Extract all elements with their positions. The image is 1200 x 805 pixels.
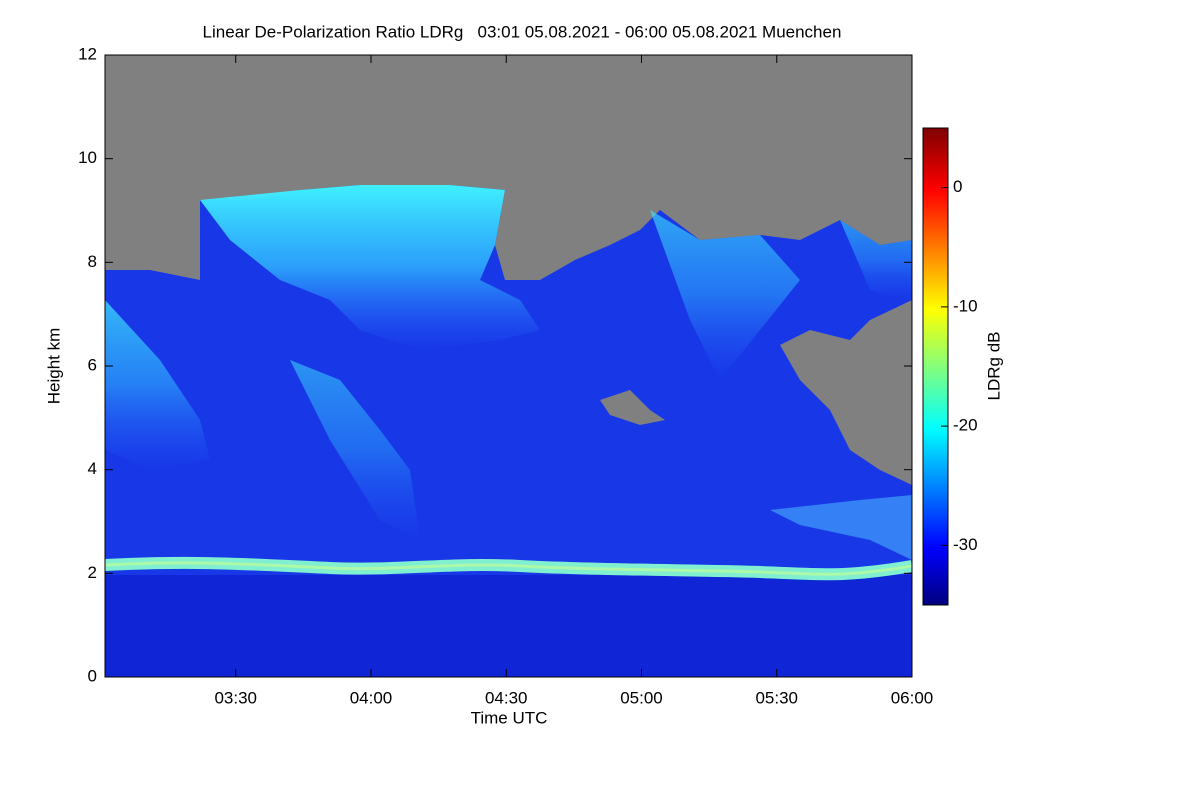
x-tick-label: 04:30 [485, 688, 528, 707]
x-tick-label: 05:30 [755, 688, 798, 707]
colorbar [922, 127, 949, 606]
x-tick-label: 06:00 [891, 688, 934, 707]
heatmap-image [105, 55, 912, 677]
x-tick-label: 05:00 [620, 688, 663, 707]
x-axis-label: Time UTC [471, 708, 548, 727]
y-tick-label: 0 [88, 666, 97, 685]
colorbar-tick-label: -10 [953, 296, 978, 315]
y-tick-label: 6 [88, 355, 97, 374]
colorbar-tick-label: -20 [953, 416, 978, 435]
y-tick-label: 2 [88, 563, 97, 582]
y-tick-label: 12 [78, 44, 97, 63]
x-tick-label: 04:00 [350, 688, 393, 707]
colorbar-tick-label: -30 [953, 535, 978, 554]
y-tick-label: 10 [78, 148, 97, 167]
y-tick-label: 4 [88, 459, 97, 478]
chart-title: Linear De-Polarization Ratio LDRg 03:01 … [203, 22, 842, 41]
y-tick-label: 8 [88, 252, 97, 271]
x-tick-label: 03:30 [214, 688, 257, 707]
colorbar-label: LDRg dB [984, 332, 1003, 401]
colorbar-tick-label: 0 [953, 177, 962, 196]
y-axis-label: Height km [44, 328, 63, 405]
